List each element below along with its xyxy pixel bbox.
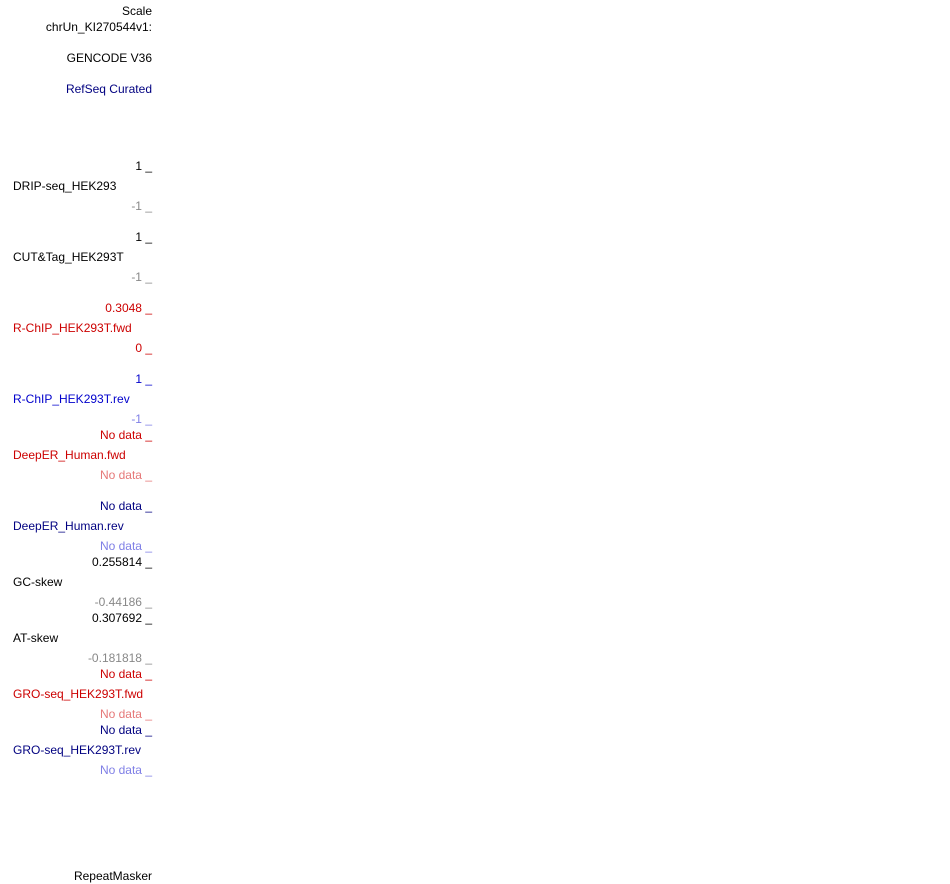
track-max-rchip-rev: 1 _	[135, 372, 152, 386]
track-label-deeper-fwd[interactable]: DeepER_Human.fwd	[13, 448, 126, 462]
track-label-drip[interactable]: DRIP-seq_HEK293	[13, 179, 117, 193]
track-min-cuttag: -1 _	[131, 270, 152, 284]
track-min-at-skew: -0.181818 _	[87, 651, 152, 665]
track-label-gro-rev[interactable]: GRO-seq_HEK293T.rev	[13, 743, 142, 757]
track-max-gro-fwd: No data _	[99, 667, 152, 681]
track-label-gencode[interactable]: GENCODE V36	[66, 51, 152, 65]
track-label-cuttag[interactable]: CUT&Tag_HEK293T	[13, 250, 124, 264]
track-min-drip: -1 _	[131, 199, 152, 213]
track-max-gro-rev: No data _	[99, 723, 152, 737]
track-max-at-skew: 0.307692 _	[91, 611, 152, 625]
track-max-deeper-rev: No data _	[99, 499, 152, 513]
track-min-rchip-fwd: 0 _	[135, 341, 152, 355]
track-label-refseq[interactable]: RefSeq Curated	[65, 82, 152, 96]
track-label-gc-skew[interactable]: GC-skew	[13, 575, 63, 589]
scale-label: Scale	[121, 4, 152, 18]
track-min-deeper-fwd: No data _	[99, 468, 152, 482]
track-label-rchip-fwd[interactable]: R-ChIP_HEK293T.fwd	[13, 321, 132, 335]
track-label-at-skew[interactable]: AT-skew	[13, 631, 59, 645]
chromosome-label: chrUn_KI270544v1:	[45, 20, 152, 34]
track-min-rchip-rev: -1 _	[131, 412, 152, 426]
track-label-deeper-rev[interactable]: DeepER_Human.rev	[13, 519, 124, 533]
track-label-rchip-rev[interactable]: R-ChIP_HEK293T.rev	[13, 392, 130, 406]
track-max-deeper-fwd: No data _	[99, 428, 152, 442]
track-label-gro-fwd[interactable]: GRO-seq_HEK293T.fwd	[13, 687, 144, 701]
track-min-gro-rev: No data _	[99, 763, 152, 777]
track-label-repeatmasker[interactable]: RepeatMasker	[73, 869, 152, 883]
track-max-drip: 1 _	[135, 159, 152, 173]
track-max-gc-skew: 0.255814 _	[91, 555, 152, 569]
track-min-deeper-rev: No data _	[99, 539, 152, 553]
track-min-gro-fwd: No data _	[99, 707, 152, 721]
track-min-gc-skew: -0.44186 _	[94, 595, 152, 609]
track-max-rchip-fwd: 0.3048 _	[105, 301, 152, 315]
track-max-cuttag: 1 _	[135, 230, 152, 244]
